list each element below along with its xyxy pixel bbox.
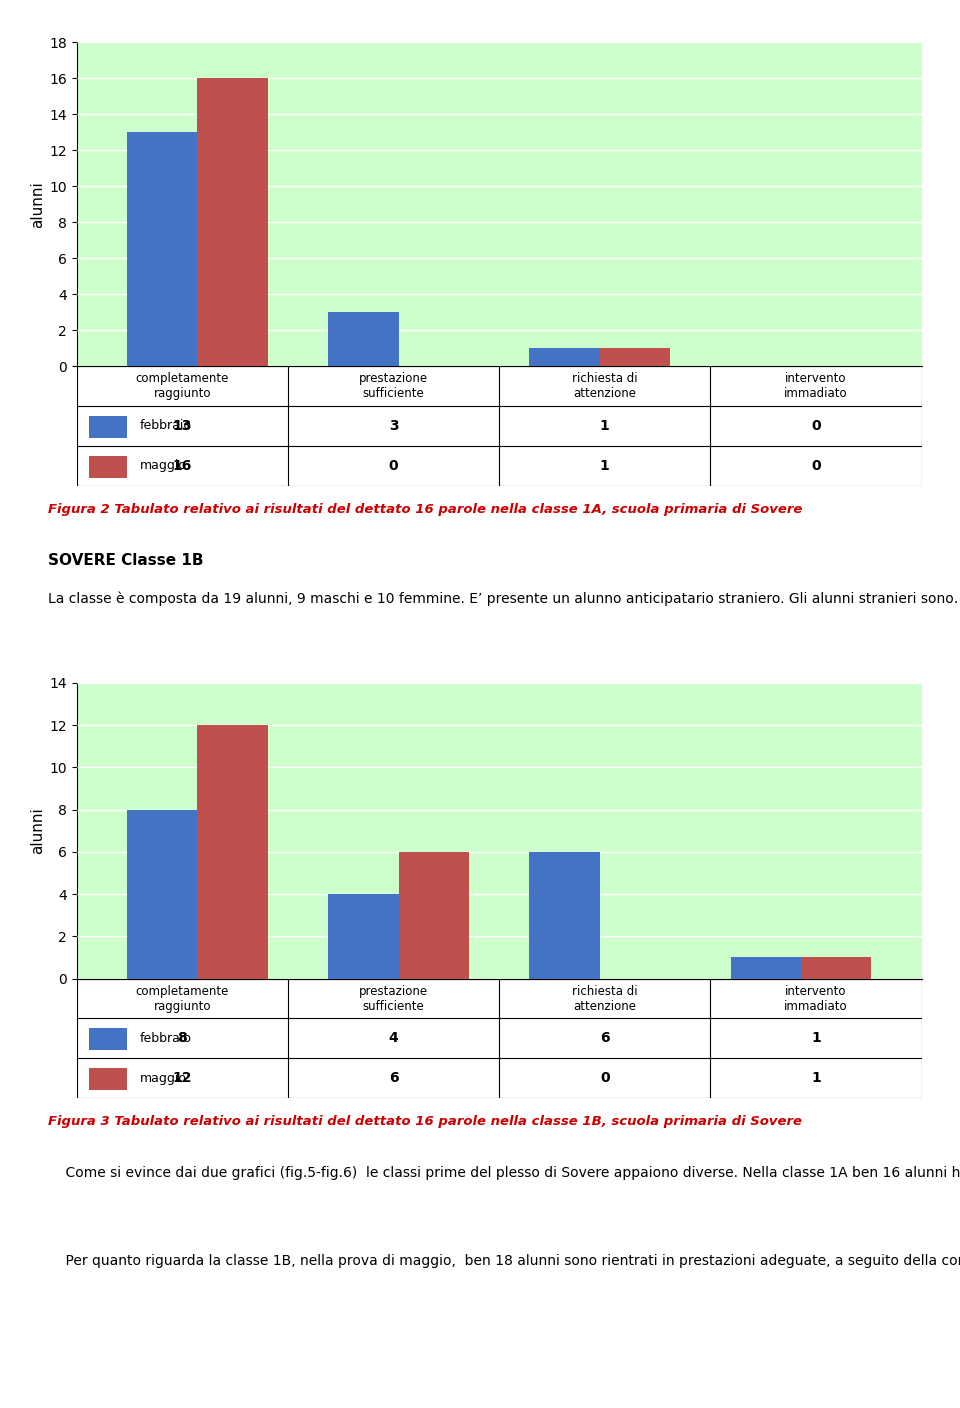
Text: 3: 3	[389, 420, 398, 432]
Text: prestazione
sufficiente: prestazione sufficiente	[359, 372, 428, 400]
Text: 0: 0	[811, 420, 821, 432]
Text: Figura 2 Tabulato relativo ai risultati del dettato 16 parole nella classe 1A, s: Figura 2 Tabulato relativo ai risultati …	[48, 503, 803, 515]
Bar	[529, 348, 600, 366]
Bar	[198, 79, 268, 366]
Text: 6: 6	[389, 1071, 398, 1086]
Text: febbraio: febbraio	[140, 1032, 192, 1045]
Text: Come si evince dai due grafici (fig.5-fig.6)  le classi prime del plesso di Sove: Come si evince dai due grafici (fig.5-fi…	[48, 1166, 960, 1180]
Text: maggio: maggio	[140, 1071, 187, 1084]
Bar	[328, 313, 398, 366]
Text: 1: 1	[600, 420, 610, 432]
Text: intervento
immadiato: intervento immadiato	[784, 984, 848, 1012]
Bar	[89, 415, 128, 438]
Bar	[89, 456, 128, 477]
Y-axis label: alunni: alunni	[31, 807, 45, 855]
Text: 6: 6	[600, 1032, 610, 1045]
Text: 12: 12	[173, 1071, 192, 1086]
Bar	[89, 1069, 128, 1090]
Y-axis label: alunni: alunni	[30, 180, 45, 228]
Text: 0: 0	[600, 1071, 610, 1086]
Bar	[328, 894, 398, 979]
Bar	[127, 132, 198, 366]
Text: Figura 3 Tabulato relativo ai risultati del dettato 16 parole nella classe 1B, s: Figura 3 Tabulato relativo ai risultati …	[48, 1115, 802, 1128]
Text: prestazione
sufficiente: prestazione sufficiente	[359, 984, 428, 1012]
Text: 0: 0	[389, 459, 398, 473]
Text: 1: 1	[811, 1032, 821, 1045]
Text: Per quanto riguarda la classe 1B, nella prova di maggio,  ben 18 alunni sono rie: Per quanto riguarda la classe 1B, nella …	[48, 1253, 960, 1267]
Bar	[198, 725, 268, 979]
Text: 16: 16	[173, 459, 192, 473]
Bar	[600, 348, 670, 366]
Bar	[801, 957, 872, 979]
Text: intervento
immadiato: intervento immadiato	[784, 372, 848, 400]
Text: completamente
raggiunto: completamente raggiunto	[135, 984, 229, 1012]
Text: 8: 8	[178, 1032, 187, 1045]
Text: La classe è composta da 19 alunni, 9 maschi e 10 femmine. E’ presente un alunno : La classe è composta da 19 alunni, 9 mas…	[48, 591, 960, 605]
Text: 1: 1	[600, 459, 610, 473]
Bar	[127, 810, 198, 979]
Text: 1: 1	[811, 1071, 821, 1086]
Text: 4: 4	[389, 1032, 398, 1045]
Text: richiesta di
attenzione: richiesta di attenzione	[572, 984, 637, 1012]
Text: 13: 13	[173, 420, 192, 432]
Text: febbraio: febbraio	[140, 420, 192, 432]
Text: completamente
raggiunto: completamente raggiunto	[135, 372, 229, 400]
Text: richiesta di
attenzione: richiesta di attenzione	[572, 372, 637, 400]
Bar	[398, 852, 469, 979]
Text: SOVERE Classe 1B: SOVERE Classe 1B	[48, 553, 204, 569]
Text: maggio: maggio	[140, 459, 187, 472]
Bar	[731, 957, 801, 979]
Text: 0: 0	[811, 459, 821, 473]
Bar	[529, 852, 600, 979]
Bar	[89, 1028, 128, 1050]
